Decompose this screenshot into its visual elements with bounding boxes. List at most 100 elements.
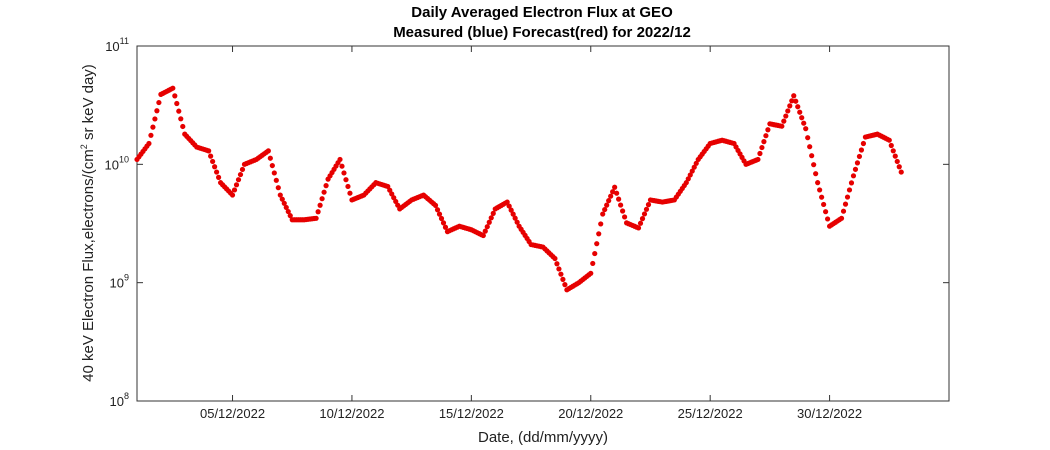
- data-point: [840, 208, 847, 214]
- data-point: [152, 116, 158, 122]
- x-tick-label: 15/12/2022: [439, 406, 504, 421]
- data-point: [614, 190, 620, 196]
- data-point: [856, 153, 863, 160]
- data-point: [898, 169, 904, 175]
- data-point: [691, 164, 697, 170]
- data-point: [216, 174, 222, 180]
- data-point: [850, 173, 857, 179]
- data-point: [279, 196, 285, 202]
- data-point: [339, 163, 345, 169]
- data-point: [842, 201, 849, 207]
- data-point: [846, 187, 853, 193]
- data-point: [600, 211, 606, 217]
- data-point: [178, 116, 184, 122]
- data-point: [506, 203, 512, 209]
- data-point: [825, 216, 831, 222]
- data-point: [315, 209, 321, 215]
- data-point: [442, 224, 449, 230]
- x-tick-label: 10/12/2022: [319, 406, 384, 421]
- data-point: [239, 166, 246, 173]
- data-point: [482, 228, 488, 234]
- data-point: [214, 169, 220, 175]
- data-point: [281, 200, 287, 206]
- data-point: [313, 215, 319, 221]
- data-point: [685, 176, 691, 182]
- data-point: [783, 113, 789, 119]
- x-axis-label: Date, (dd/mm/yyyy): [478, 429, 608, 446]
- data-point: [641, 211, 648, 217]
- data-point: [608, 193, 614, 199]
- data-point: [345, 183, 351, 190]
- data-point: [805, 135, 811, 141]
- y-tick-label: 1011: [105, 36, 129, 54]
- data-point: [552, 255, 558, 262]
- data-point: [237, 171, 244, 178]
- data-point: [787, 103, 793, 109]
- x-tick-label: 20/12/2022: [558, 406, 623, 421]
- y-axis-label: 40 keV Electron Flux,electrons/(cm2 sr k…: [79, 64, 97, 382]
- data-point: [273, 177, 279, 183]
- data-point: [212, 164, 218, 170]
- data-point: [817, 187, 823, 193]
- data-point: [275, 185, 281, 191]
- data-point: [848, 180, 855, 186]
- data-point: [319, 196, 325, 202]
- data-point: [616, 196, 622, 202]
- y-axis: 108 109 1010 1011: [105, 36, 949, 409]
- data-point: [588, 270, 594, 276]
- y-tick-label: 109: [110, 273, 129, 291]
- data-point: [763, 133, 769, 139]
- x-axis: 05/12/2022 10/12/2022 15/12/2022 20/12/2022…: [200, 46, 862, 421]
- data-point: [229, 192, 236, 198]
- data-point: [508, 207, 514, 213]
- x-tick-label: 30/12/2022: [797, 406, 862, 421]
- data-point: [265, 148, 271, 154]
- data-point: [813, 171, 819, 177]
- data-point: [484, 224, 490, 230]
- data-point: [490, 210, 496, 216]
- data-point: [791, 93, 797, 99]
- data-point: [687, 172, 693, 178]
- data-point: [807, 144, 813, 150]
- data-point: [287, 213, 293, 219]
- data-point: [440, 220, 447, 226]
- data-point: [206, 148, 212, 154]
- data-point: [894, 158, 900, 165]
- data-point: [759, 144, 765, 151]
- data-point: [639, 216, 646, 222]
- data-point: [156, 99, 162, 106]
- data-point: [172, 93, 178, 99]
- data-point: [554, 261, 560, 267]
- data-point: [558, 271, 564, 277]
- data-point: [821, 201, 827, 208]
- data-point: [235, 177, 242, 183]
- data-point: [683, 180, 689, 186]
- data-point: [556, 266, 562, 272]
- data-point: [604, 202, 610, 208]
- data-point: [809, 153, 815, 159]
- data-point: [645, 202, 652, 208]
- data-point: [347, 190, 353, 196]
- data-point: [643, 206, 650, 212]
- data-point: [860, 140, 867, 147]
- data-point: [174, 100, 180, 107]
- chart-title: Daily Averaged Electron Flux at GEO: [411, 4, 673, 21]
- data-point: [560, 276, 566, 282]
- data-point: [504, 199, 510, 205]
- data-point: [781, 118, 787, 124]
- data-point: [606, 198, 612, 204]
- data-point: [180, 123, 186, 130]
- chart-subtitle: Measured (blue) Forecast(red) for 2022/1…: [393, 24, 691, 41]
- data-point: [815, 180, 821, 186]
- data-point: [233, 182, 240, 188]
- y-tick-label: 1010: [105, 154, 129, 172]
- data-point: [432, 202, 439, 208]
- data-point: [637, 220, 644, 226]
- data-point: [635, 225, 642, 231]
- data-point: [510, 211, 516, 217]
- data-point: [154, 108, 160, 114]
- data-point: [562, 282, 568, 288]
- data-point: [590, 260, 596, 267]
- data-point: [488, 215, 494, 221]
